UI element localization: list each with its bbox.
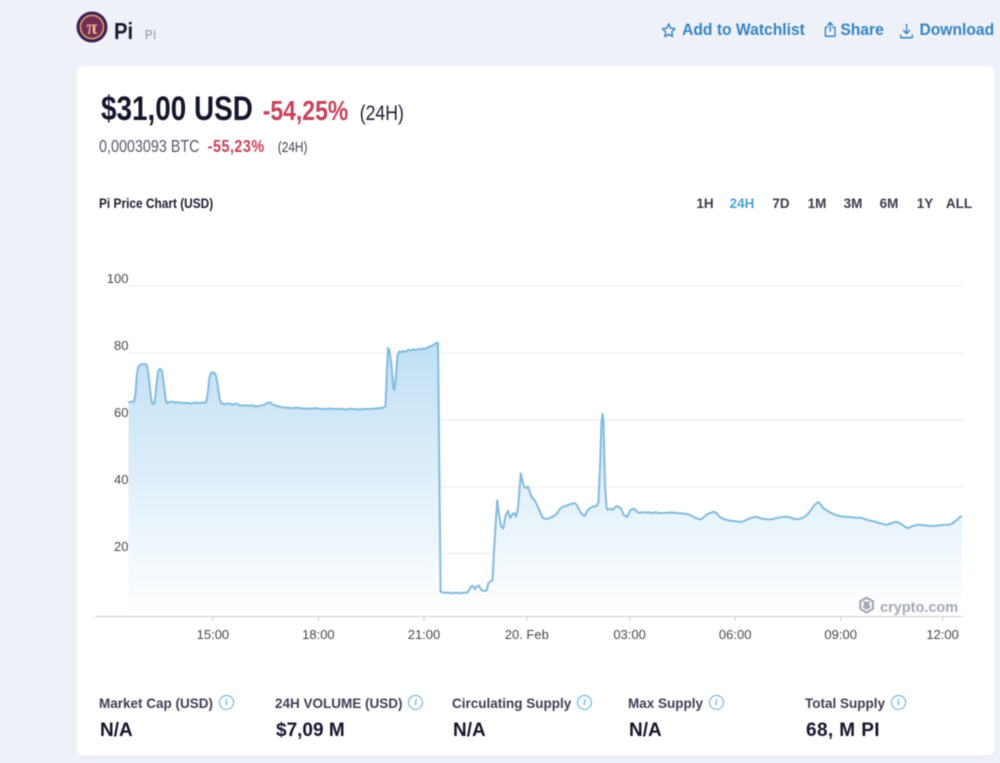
svg-text:12:00: 12:00 (926, 627, 959, 642)
svg-text:80: 80 (114, 338, 128, 353)
svg-text:18:00: 18:00 (302, 627, 335, 642)
svg-text:03:00: 03:00 (613, 627, 646, 642)
svg-text:20. Feb: 20. Feb (505, 627, 549, 642)
svg-text:21:00: 21:00 (408, 627, 441, 642)
svg-text:π: π (87, 17, 98, 39)
svg-text:crypto.com: crypto.com (880, 600, 958, 616)
svg-text:100: 100 (107, 271, 129, 286)
svg-text:09:00: 09:00 (824, 627, 857, 642)
svg-text:06:00: 06:00 (719, 627, 752, 642)
svg-text:40: 40 (114, 472, 128, 487)
svg-text:60: 60 (114, 405, 128, 420)
svg-text:15:00: 15:00 (197, 627, 230, 642)
svg-text:20: 20 (114, 539, 128, 554)
